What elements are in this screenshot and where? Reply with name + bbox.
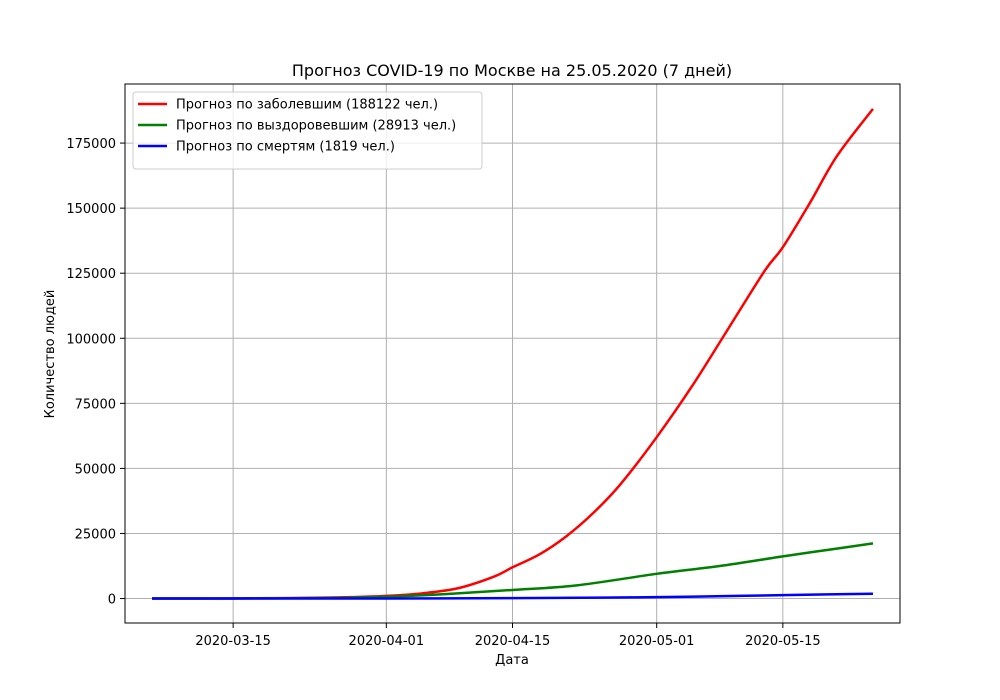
x-tick-label: 2020-04-15 <box>475 634 551 649</box>
y-tick-label: 125000 <box>66 267 116 282</box>
y-tick-label: 100000 <box>66 332 116 347</box>
y-tick-label: 0 <box>108 593 116 608</box>
legend-box <box>132 91 483 170</box>
legend: Прогноз по заболевшим (188122 чел.) Прогн… <box>132 91 483 170</box>
x-axis-title: Дата <box>495 653 529 668</box>
y-tick-label: 175000 <box>66 137 116 152</box>
legend-label-1: Прогноз по заболевшим (188122 чел.) <box>176 98 438 113</box>
y-axis-ticks: 0 25000 50000 75000 100000 125000 150000 175000 <box>66 137 125 608</box>
x-axis-ticks: 2020-03-15 2020-04-01 2020-04-15 2020-05-01… <box>195 623 821 649</box>
y-axis-title: Количество людей <box>43 290 58 419</box>
x-tick-label: 2020-05-01 <box>619 634 695 649</box>
series-group <box>152 108 874 600</box>
x-tick-label: 2020-03-15 <box>195 634 271 649</box>
grid-lines <box>125 84 900 623</box>
y-tick-label: 25000 <box>75 527 116 542</box>
x-tick-label: 2020-04-01 <box>349 634 425 649</box>
y-tick-label: 75000 <box>75 397 116 412</box>
y-tick-label: 150000 <box>66 202 116 217</box>
legend-label-3: Прогноз по смертям (1819 чел.) <box>176 140 395 155</box>
legend-label-2: Прогноз по выздоровевшим (28913 чел.) <box>176 119 456 134</box>
chart-title: Прогноз COVID-19 по Москве на 25.05.2020… <box>292 61 732 80</box>
series-line-3 <box>152 592 873 600</box>
y-tick-label: 50000 <box>75 462 116 477</box>
x-tick-label: 2020-05-15 <box>745 634 821 649</box>
